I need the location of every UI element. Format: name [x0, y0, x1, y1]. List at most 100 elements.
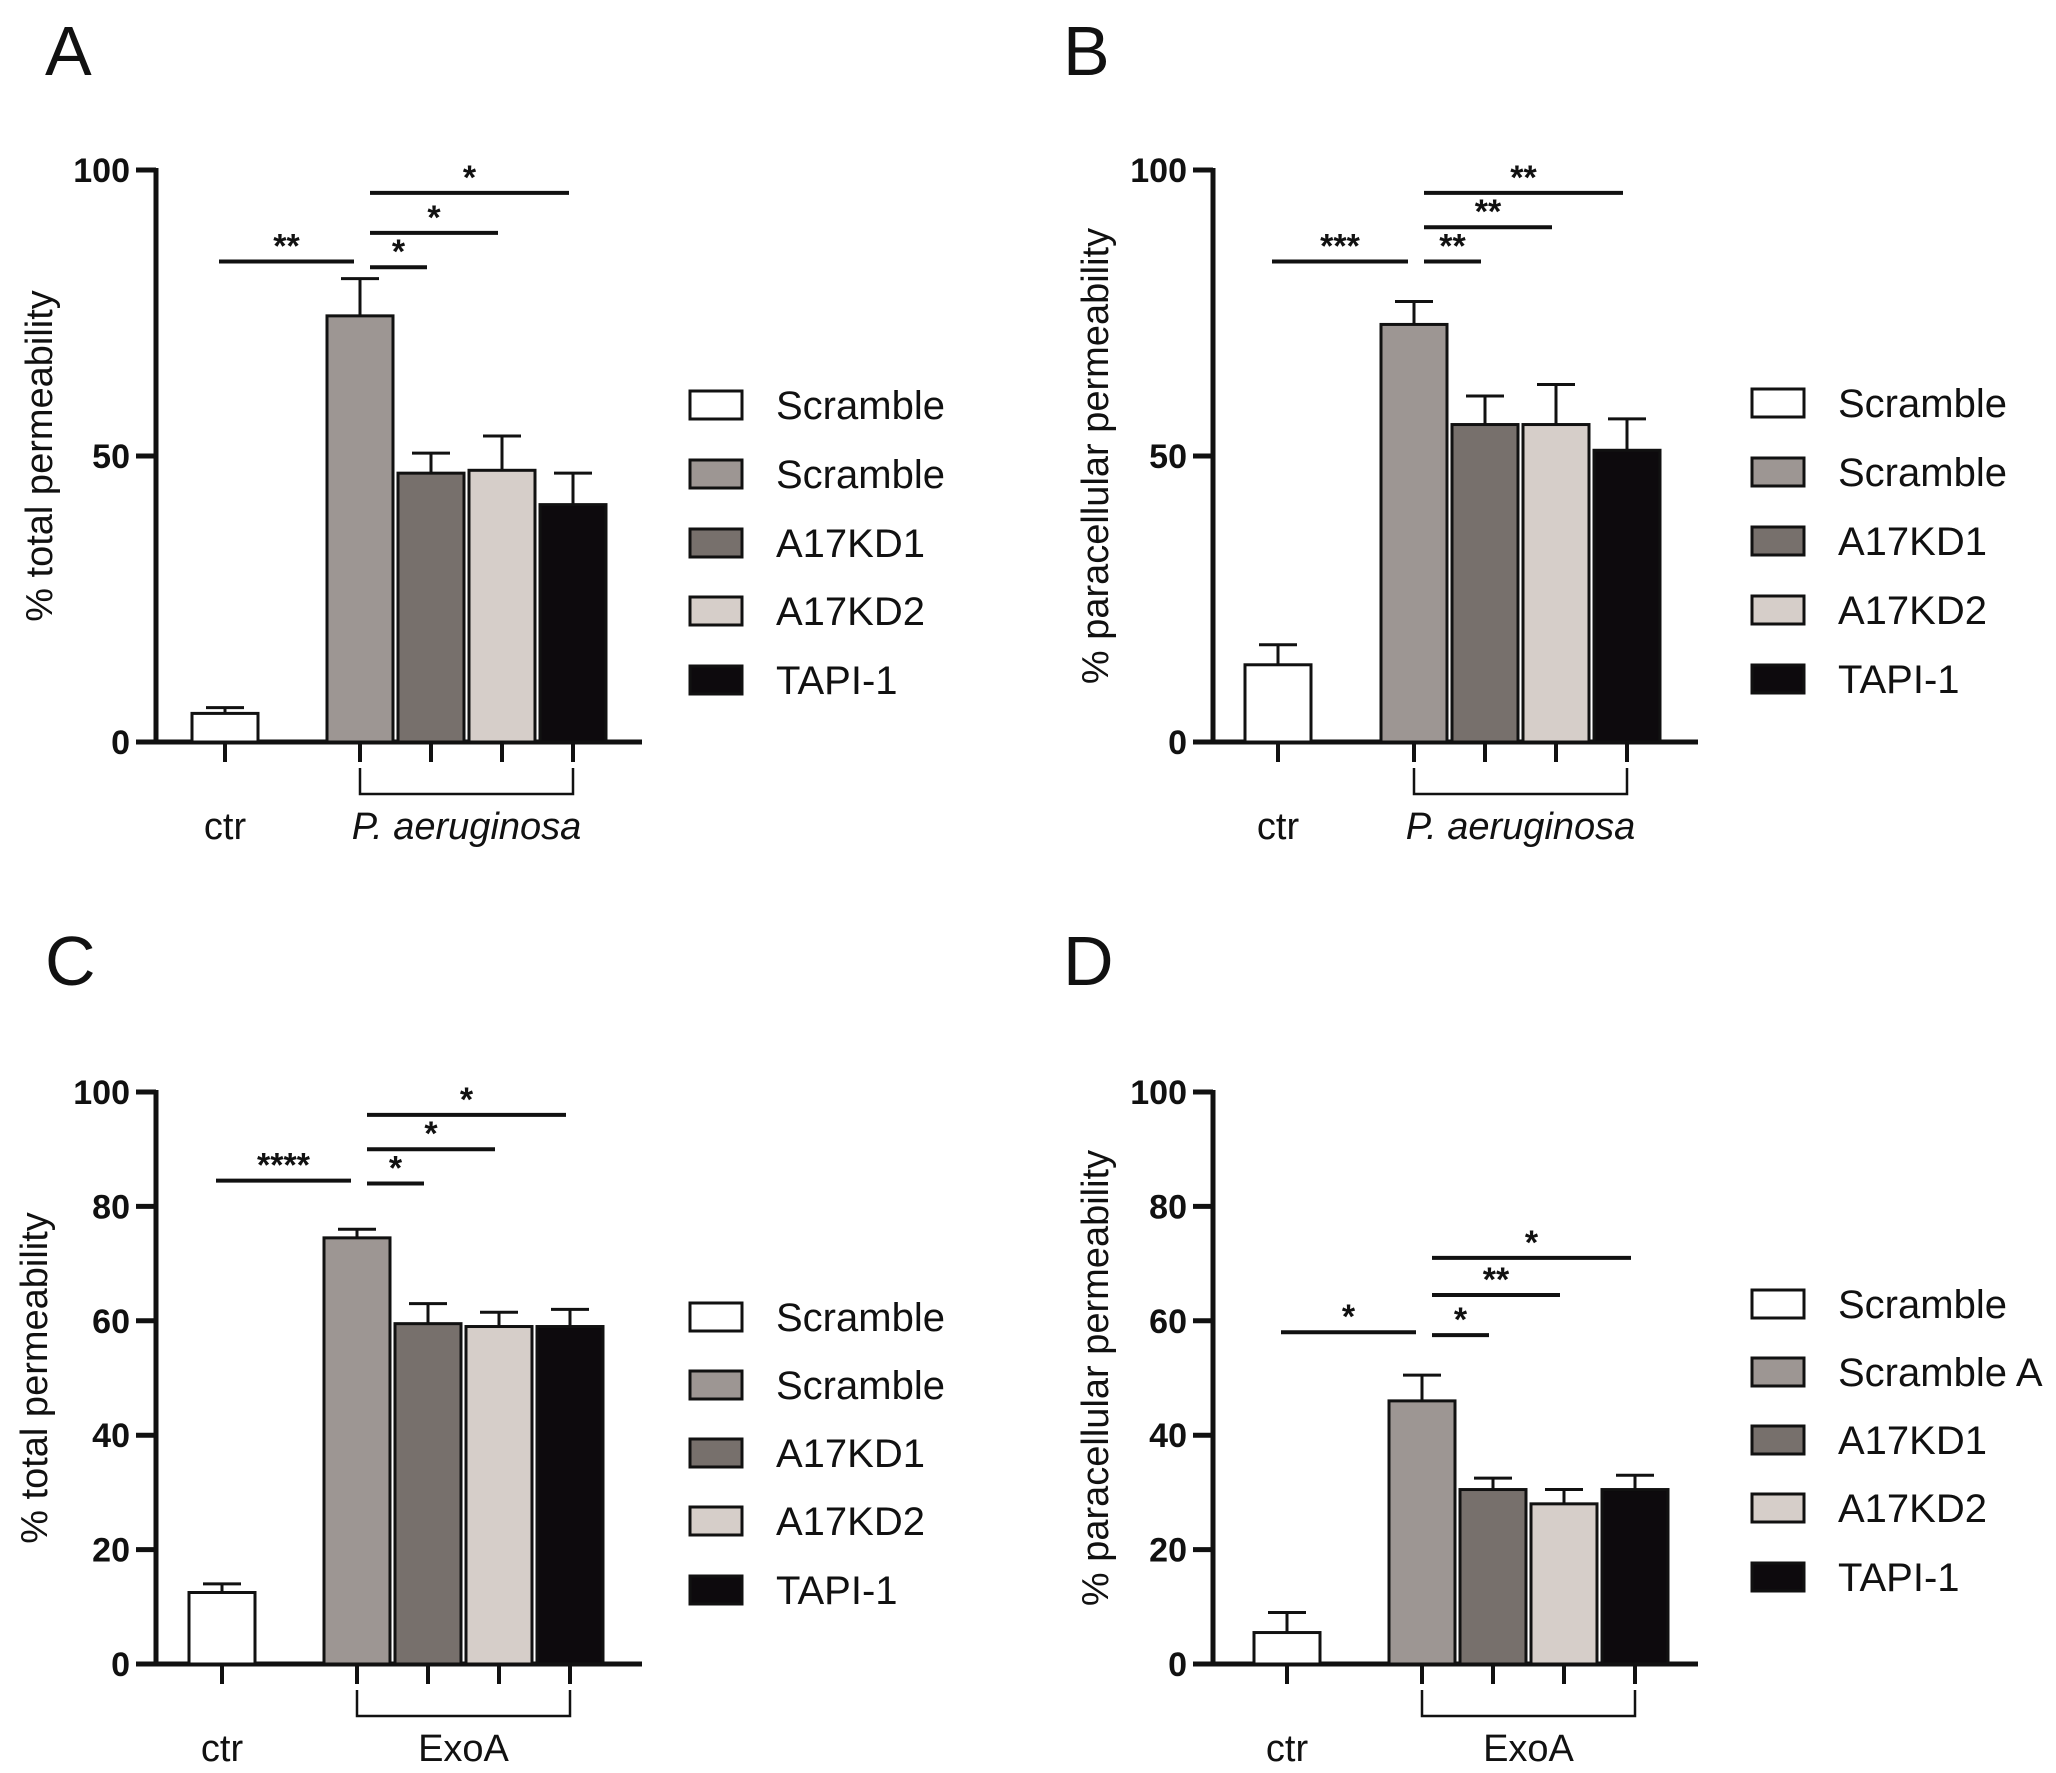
significance-label: * — [392, 233, 406, 271]
legend-swatch — [1750, 456, 1806, 488]
y-tick-label: 60 — [92, 1303, 130, 1341]
y-tick-label: 80 — [1149, 1188, 1187, 1226]
legend-swatch — [688, 595, 744, 627]
legend-label: Scramble — [1838, 451, 2007, 495]
legend-label: Scramble — [1838, 1283, 2007, 1327]
y-tick-label: 100 — [73, 152, 130, 190]
legend-swatch — [1750, 663, 1806, 695]
significance-label: * — [1525, 1224, 1539, 1262]
y-tick-label: 40 — [92, 1417, 130, 1455]
legend-swatch — [688, 1505, 744, 1537]
legend-label: A17KD2 — [776, 590, 925, 634]
significance-label: **** — [257, 1147, 311, 1185]
group-label-ctr: ctr — [1266, 1728, 1309, 1770]
y-tick-label: 0 — [111, 1646, 130, 1684]
legend-swatch — [688, 458, 744, 490]
legend-label: Scramble A — [1838, 1351, 2043, 1395]
y-tick-label: 40 — [1149, 1417, 1187, 1455]
group-label-treatment: ExoA — [1483, 1728, 1574, 1770]
group-label-ctr: ctr — [204, 806, 247, 848]
group-label-treatment: P. aeruginosa — [1406, 806, 1636, 848]
significance-label: * — [1342, 1298, 1356, 1336]
legend-swatch — [688, 1574, 744, 1606]
legend-label: Scramble — [1838, 382, 2007, 426]
panel-a: A 0 50 100 % total permeability ctr P. aerugin… — [19, 12, 945, 848]
y-tick-label: 0 — [111, 724, 130, 762]
group-bracket — [1420, 1690, 1637, 1718]
legend-label: Scramble — [776, 384, 945, 428]
bar-a17kd2-p-aeruginosa — [467, 468, 537, 744]
bar-a17kd1-p-aeruginosa — [396, 471, 466, 744]
y-axis-label: % paracellular permeability — [1075, 228, 1117, 684]
significance-label: * — [424, 1115, 438, 1153]
legend-label: TAPI-1 — [776, 659, 898, 703]
legend-swatch — [1750, 1492, 1806, 1524]
y-tick-label: 100 — [1130, 1074, 1187, 1112]
group-label-ctr: ctr — [201, 1728, 244, 1770]
legend-swatch — [1750, 387, 1806, 419]
significance-label: * — [389, 1150, 403, 1188]
significance-label: ** — [1483, 1261, 1510, 1299]
y-tick-label: 80 — [92, 1188, 130, 1226]
significance-label: ** — [1510, 159, 1537, 197]
group-bracket — [1412, 768, 1629, 796]
bar-a17kd1-p-aeruginosa — [1450, 423, 1520, 744]
bar-a17kd2-exoa — [1529, 1502, 1599, 1666]
panel-letter: A — [45, 12, 92, 90]
bar-scramble-ctr — [190, 711, 260, 744]
legend-label: TAPI-1 — [1838, 1556, 1960, 1600]
bar-scramble-exoa — [322, 1236, 392, 1666]
bar-scramble-ctr — [1252, 1631, 1322, 1666]
bar-scramble-p-aeruginosa — [325, 314, 395, 744]
y-tick-label: 50 — [92, 438, 130, 476]
bar-a17kd2-p-aeruginosa — [1521, 423, 1591, 744]
bar-scramble-exoa — [1387, 1399, 1457, 1666]
group-bracket — [355, 1690, 572, 1718]
legend-label: TAPI-1 — [776, 1569, 898, 1613]
y-tick-label: 0 — [1168, 724, 1187, 762]
panel-b: B 0 50 100 % paracellular permeability ctr P. … — [1063, 12, 2007, 848]
legend-swatch — [1750, 1561, 1806, 1593]
bar-tapi-1-exoa — [535, 1325, 605, 1666]
panel-d: D 0 20 40 60 80 100 % paracellular permeability… — [1063, 922, 2043, 1770]
legend-label: Scramble — [776, 1296, 945, 1340]
legend-label: Scramble — [776, 1364, 945, 1408]
legend-swatch — [1750, 1356, 1806, 1388]
legend-swatch — [688, 527, 744, 559]
legend-swatch — [1750, 525, 1806, 557]
legend-swatch — [1750, 1288, 1806, 1320]
significance-label: ** — [273, 228, 300, 266]
bar-scramble-ctr — [187, 1591, 257, 1666]
significance-label: * — [460, 1081, 474, 1119]
y-axis-label: % total permeability — [19, 290, 61, 622]
legend-label: A17KD2 — [1838, 1487, 1987, 1531]
y-tick-label: 100 — [73, 1074, 130, 1112]
legend-swatch — [1750, 594, 1806, 626]
panel-letter: C — [45, 922, 96, 1000]
legend-label: A17KD1 — [1838, 1419, 1987, 1463]
y-tick-label: 100 — [1130, 152, 1187, 190]
significance-label: * — [463, 159, 477, 197]
panel-letter: D — [1063, 922, 1114, 1000]
legend-label: Scramble — [776, 453, 945, 497]
bar-scramble-ctr — [1243, 663, 1313, 744]
bar-a17kd2-exoa — [464, 1325, 534, 1666]
y-tick-label: 60 — [1149, 1303, 1187, 1341]
legend-swatch — [1750, 1424, 1806, 1456]
group-label-treatment: ExoA — [418, 1728, 509, 1770]
y-tick-label: 20 — [1149, 1532, 1187, 1570]
legend-swatch — [688, 1437, 744, 1469]
bar-scramble-p-aeruginosa — [1379, 322, 1449, 744]
significance-label: ** — [1439, 228, 1466, 266]
legend-label: A17KD1 — [776, 522, 925, 566]
y-tick-label: 50 — [1149, 438, 1187, 476]
legend-label: A17KD1 — [1838, 520, 1987, 564]
y-axis-label: % total permeability — [14, 1212, 56, 1544]
legend-label: TAPI-1 — [1838, 658, 1960, 702]
bar-tapi-1-exoa — [1600, 1488, 1670, 1666]
group-label-ctr: ctr — [1257, 806, 1300, 848]
y-tick-label: 0 — [1168, 1646, 1187, 1684]
group-bracket — [358, 768, 575, 796]
bar-a17kd1-exoa — [393, 1322, 463, 1666]
